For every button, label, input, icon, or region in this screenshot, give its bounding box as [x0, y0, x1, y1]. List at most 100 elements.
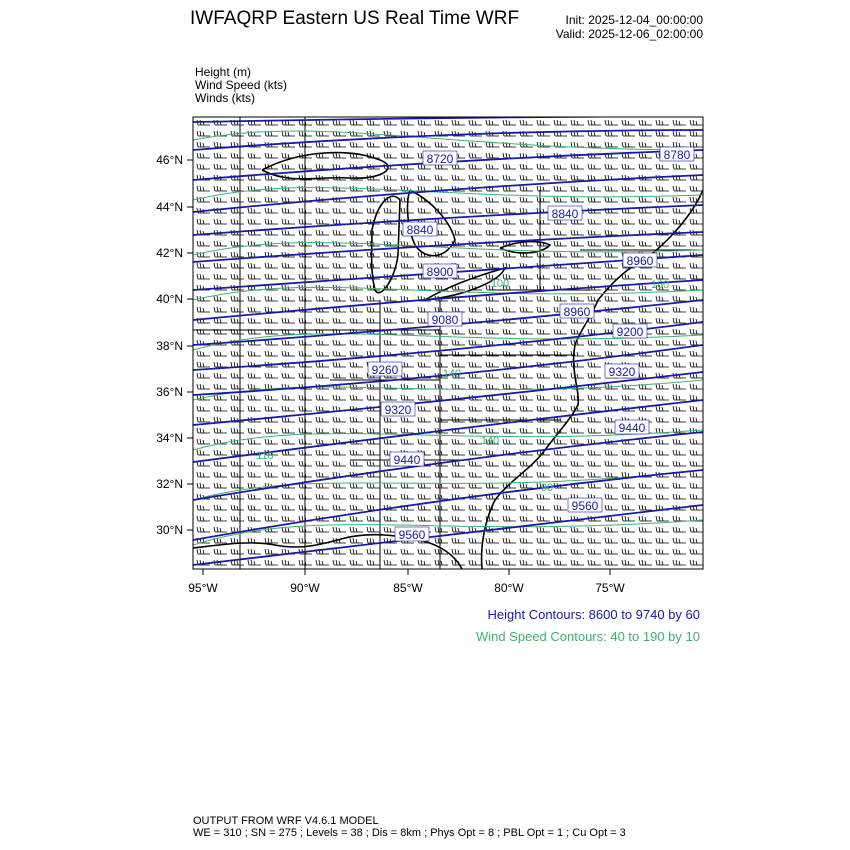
wind-barb	[519, 515, 533, 522]
wind-barb	[536, 559, 550, 566]
wind-barb	[655, 394, 669, 401]
wind-barb	[332, 526, 346, 533]
wind-barb	[570, 295, 584, 302]
wind-barb	[281, 207, 295, 214]
wind-barb	[451, 350, 465, 357]
lon-tick-label: 90°W	[290, 581, 320, 595]
wind-barb	[349, 196, 363, 203]
wind-barb	[536, 273, 550, 280]
wind-barb	[196, 350, 210, 357]
wind-barb	[689, 515, 703, 522]
wind-barb	[417, 163, 431, 170]
wind-barb	[604, 130, 618, 137]
wind-barb	[434, 471, 448, 478]
wind-barb	[672, 526, 686, 533]
wind-barb	[281, 218, 295, 225]
wind-barb	[315, 559, 329, 566]
wind-barb	[230, 405, 244, 412]
wind-barb	[536, 284, 550, 291]
wind-barb	[417, 207, 431, 214]
wind-barb	[366, 262, 380, 269]
wind-barb	[264, 328, 278, 335]
wind-barb	[587, 251, 601, 258]
footer-model: OUTPUT FROM WRF V4.6.1 MODEL	[193, 815, 379, 827]
wind-barb	[485, 350, 499, 357]
lon-tick-label: 80°W	[494, 581, 524, 595]
gulf-coast	[193, 533, 463, 569]
wind-barb	[621, 548, 635, 555]
wind-barb	[451, 427, 465, 434]
wind-barb	[230, 416, 244, 423]
wind-barb	[587, 350, 601, 357]
height-label-box	[559, 303, 595, 319]
wind-barb	[315, 361, 329, 368]
wind-barb	[383, 548, 397, 555]
wind-barb	[383, 493, 397, 500]
wind-barb	[502, 306, 516, 313]
wind-barb	[468, 548, 482, 555]
wind-barb	[485, 273, 499, 280]
wind-barb	[230, 185, 244, 192]
wind-barb	[196, 405, 210, 412]
wind-barb	[689, 350, 703, 357]
wind-barb	[689, 174, 703, 181]
great-lakes-michigan	[370, 195, 401, 294]
wind-barb	[468, 339, 482, 346]
wind-barb	[485, 482, 499, 489]
wind-barb	[621, 449, 635, 456]
wind-barb	[281, 284, 295, 291]
wind-barb	[281, 449, 295, 456]
wind-barb	[196, 372, 210, 379]
wind-barb	[383, 229, 397, 236]
wind-barb	[621, 284, 635, 291]
wind-barb	[638, 218, 652, 225]
wind-barb	[434, 427, 448, 434]
wind-barb	[315, 460, 329, 467]
wind-barb	[638, 119, 652, 126]
wind-barb	[434, 361, 448, 368]
wind-barb	[366, 515, 380, 522]
wind-barb	[519, 185, 533, 192]
wind-barb	[468, 174, 482, 181]
wind-barb	[468, 229, 482, 236]
wind-barb	[672, 438, 686, 445]
wind-barb	[536, 471, 550, 478]
wind-barb	[213, 328, 227, 335]
wind-barb	[213, 438, 227, 445]
wind-barb	[451, 449, 465, 456]
wind-barb	[536, 548, 550, 555]
wind-barb	[349, 251, 363, 258]
wind-barb	[196, 163, 210, 170]
wind-barb	[400, 548, 414, 555]
height-label: 9260	[372, 363, 399, 377]
wind-barb	[655, 317, 669, 324]
wind-barb	[587, 196, 601, 203]
wind-barb	[587, 548, 601, 555]
wind-barb	[621, 394, 635, 401]
wind-barb	[553, 119, 567, 126]
lat-tick-label: 42°N	[156, 246, 183, 260]
wind-barb	[400, 504, 414, 511]
wind-barb	[213, 372, 227, 379]
wind-barb	[672, 405, 686, 412]
wind-barb	[281, 273, 295, 280]
wind-barb	[230, 218, 244, 225]
wind-barb	[689, 207, 703, 214]
wind-barb	[519, 427, 533, 434]
lat-tick-label: 30°N	[156, 523, 183, 537]
wind-barb	[315, 240, 329, 247]
wind-barb	[213, 361, 227, 368]
wind-barb	[298, 493, 312, 500]
great-lakes-ontario	[499, 240, 552, 254]
wind-barb	[298, 163, 312, 170]
wind-barb	[536, 251, 550, 258]
wind-barb	[587, 416, 601, 423]
wind-barb	[264, 174, 278, 181]
wind-barb	[213, 405, 227, 412]
lat-tick-label: 46°N	[156, 153, 183, 167]
height-contours	[193, 117, 703, 566]
wind-barb	[604, 493, 618, 500]
wind-barb	[502, 251, 516, 258]
wind-barb	[587, 141, 601, 148]
wind-barb	[655, 229, 669, 236]
